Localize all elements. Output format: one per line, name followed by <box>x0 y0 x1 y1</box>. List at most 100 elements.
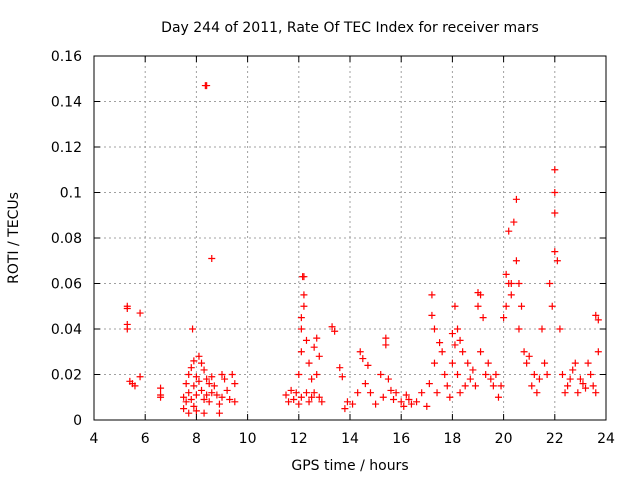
data-point <box>564 382 572 390</box>
data-point <box>189 325 197 333</box>
grid <box>94 56 606 420</box>
data-point <box>297 314 305 322</box>
data-point <box>185 389 193 397</box>
data-point <box>436 339 444 347</box>
data-point <box>180 405 188 413</box>
data-point <box>507 291 515 299</box>
data-point <box>454 325 462 333</box>
data-point <box>315 352 323 360</box>
data-point <box>479 314 487 322</box>
data-point <box>192 407 200 415</box>
data-point <box>489 382 497 390</box>
data-point <box>282 391 290 399</box>
x-tick-label: 6 <box>141 431 150 447</box>
data-point <box>231 380 239 388</box>
data-point <box>210 382 218 390</box>
data-point <box>405 396 413 404</box>
data-point <box>525 352 533 360</box>
data-point <box>328 323 336 331</box>
data-point <box>313 371 321 378</box>
data-point <box>297 348 305 356</box>
data-point <box>576 375 584 383</box>
data-point <box>428 291 436 299</box>
data-point <box>190 402 198 410</box>
data-point <box>594 348 602 356</box>
y-tick-label: 0 <box>73 413 82 429</box>
x-tick-label: 20 <box>495 431 513 447</box>
data-point <box>390 396 398 404</box>
data-point <box>459 348 467 356</box>
data-point <box>523 359 531 367</box>
data-point <box>192 391 200 399</box>
data-point <box>587 371 595 378</box>
data-point <box>515 280 523 287</box>
data-point <box>387 386 395 394</box>
data-point <box>208 389 216 397</box>
data-point <box>187 364 195 372</box>
data-point <box>308 375 316 383</box>
y-tick-label: 0.02 <box>51 368 82 384</box>
data-point <box>359 355 367 363</box>
x-tick-label: 8 <box>192 431 201 447</box>
data-point <box>213 391 221 399</box>
data-point <box>185 371 193 378</box>
data-point <box>528 382 536 390</box>
data-point <box>205 380 213 388</box>
data-point <box>341 405 349 413</box>
data-point <box>546 280 554 287</box>
data-point <box>310 389 318 397</box>
data-point <box>487 375 495 383</box>
data-point <box>579 380 587 388</box>
data-point <box>310 343 318 351</box>
x-tick-label: 14 <box>341 431 359 447</box>
data-point <box>484 359 492 367</box>
data-point <box>299 273 307 281</box>
data-point <box>541 359 549 367</box>
data-point <box>382 341 390 349</box>
data-point <box>377 371 385 378</box>
data-point <box>200 409 208 417</box>
data-point <box>497 382 505 390</box>
y-tick-label: 0.16 <box>51 49 82 65</box>
data-point <box>461 382 469 390</box>
x-tick-label: 10 <box>239 431 257 447</box>
data-point <box>218 371 226 378</box>
data-point <box>520 348 528 356</box>
data-point <box>185 409 193 417</box>
data-point <box>228 371 236 378</box>
x-axis-label: GPS time / hours <box>291 458 408 474</box>
y-tick-label: 0.14 <box>51 95 82 111</box>
data-point <box>430 359 438 367</box>
data-point <box>469 366 477 374</box>
data-point <box>336 364 344 372</box>
data-point <box>500 314 508 322</box>
x-tick-label: 24 <box>597 431 615 447</box>
data-point <box>510 218 518 226</box>
data-point <box>198 359 206 367</box>
data-point <box>123 325 131 333</box>
data-point <box>302 336 310 344</box>
data-point <box>505 227 513 235</box>
data-point <box>354 389 362 397</box>
data-point <box>566 375 574 383</box>
data-point <box>190 357 198 365</box>
data-point <box>308 393 316 401</box>
x-tick-label: 18 <box>443 431 461 447</box>
data-point <box>574 389 582 397</box>
data-point <box>407 400 415 408</box>
data-point <box>221 375 229 383</box>
data-point <box>295 400 303 408</box>
data-point <box>448 330 456 338</box>
data-point <box>203 375 211 383</box>
data-point <box>530 371 538 378</box>
data-point <box>338 373 346 381</box>
data-point <box>382 334 390 342</box>
y-tick-label: 0.12 <box>51 140 82 156</box>
data-point <box>123 305 131 313</box>
data-point <box>556 325 564 333</box>
data-point <box>551 248 559 256</box>
data-point <box>592 311 600 319</box>
data-point <box>218 393 226 401</box>
data-point <box>428 311 436 319</box>
